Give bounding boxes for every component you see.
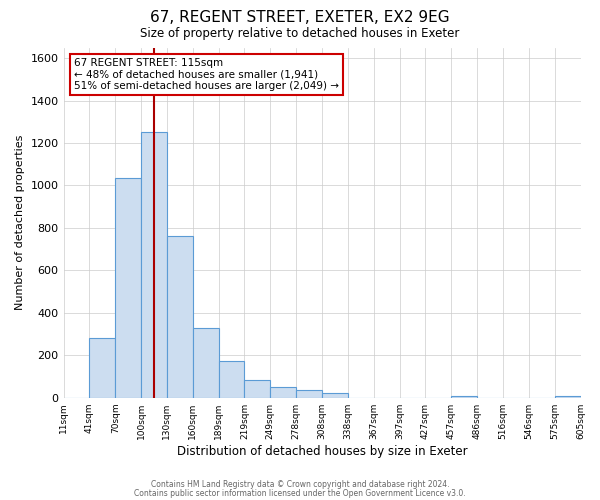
- Bar: [451, 396, 477, 398]
- Bar: [115, 178, 141, 398]
- Bar: [296, 390, 322, 398]
- Text: Size of property relative to detached houses in Exeter: Size of property relative to detached ho…: [140, 28, 460, 40]
- Bar: [218, 360, 244, 398]
- Text: 67, REGENT STREET, EXETER, EX2 9EG: 67, REGENT STREET, EXETER, EX2 9EG: [150, 10, 450, 25]
- Bar: [89, 338, 115, 398]
- Bar: [193, 328, 218, 398]
- Bar: [141, 132, 167, 398]
- Bar: [167, 236, 193, 398]
- Text: Contains public sector information licensed under the Open Government Licence v3: Contains public sector information licen…: [134, 489, 466, 498]
- X-axis label: Distribution of detached houses by size in Exeter: Distribution of detached houses by size …: [177, 444, 467, 458]
- Text: 67 REGENT STREET: 115sqm
← 48% of detached houses are smaller (1,941)
51% of sem: 67 REGENT STREET: 115sqm ← 48% of detach…: [74, 58, 339, 91]
- Y-axis label: Number of detached properties: Number of detached properties: [15, 135, 25, 310]
- Bar: [271, 387, 296, 398]
- Bar: [322, 394, 348, 398]
- Bar: [554, 396, 581, 398]
- Text: Contains HM Land Registry data © Crown copyright and database right 2024.: Contains HM Land Registry data © Crown c…: [151, 480, 449, 489]
- Bar: [244, 380, 271, 398]
